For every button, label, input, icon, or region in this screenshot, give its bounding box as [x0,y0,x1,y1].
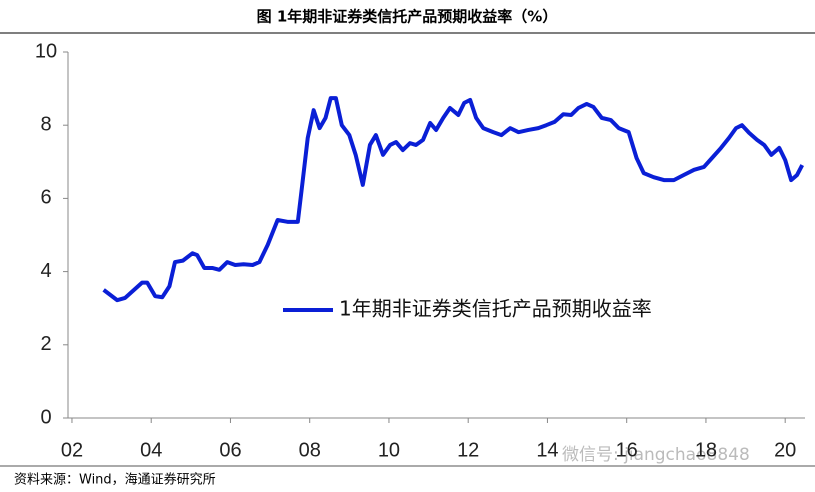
y-tick-label: 8 [40,113,51,135]
chart-title: 图 1年期非证券类信托产品预期收益率（%） [257,8,558,26]
watermark: 微信号: jiangchao8848 [562,445,750,465]
x-tick-label: 08 [299,439,321,461]
x-tick-label: 10 [378,439,400,461]
series-line [102,96,804,303]
x-tick-label: 06 [219,439,241,461]
y-tick-label: 2 [40,333,51,355]
x-tick-label: 02 [61,439,83,461]
x-tick-label: 14 [536,439,558,461]
y-tick-label: 4 [40,260,51,282]
x-tick-label: 20 [774,439,796,461]
x-tick-label: 16 [616,439,638,461]
legend-label: 1年期非证券类信托产品预期收益率 [339,297,652,321]
source: 资料来源：Wind，海通证券研究所 [14,472,216,488]
x-tick-label: 18 [695,439,717,461]
y-tick-label: 10 [35,40,57,62]
x-tick-label: 12 [457,439,479,461]
y-tick-label: 6 [40,187,51,209]
y-tick-label: 0 [40,406,51,428]
x-tick-label: 04 [140,439,162,461]
